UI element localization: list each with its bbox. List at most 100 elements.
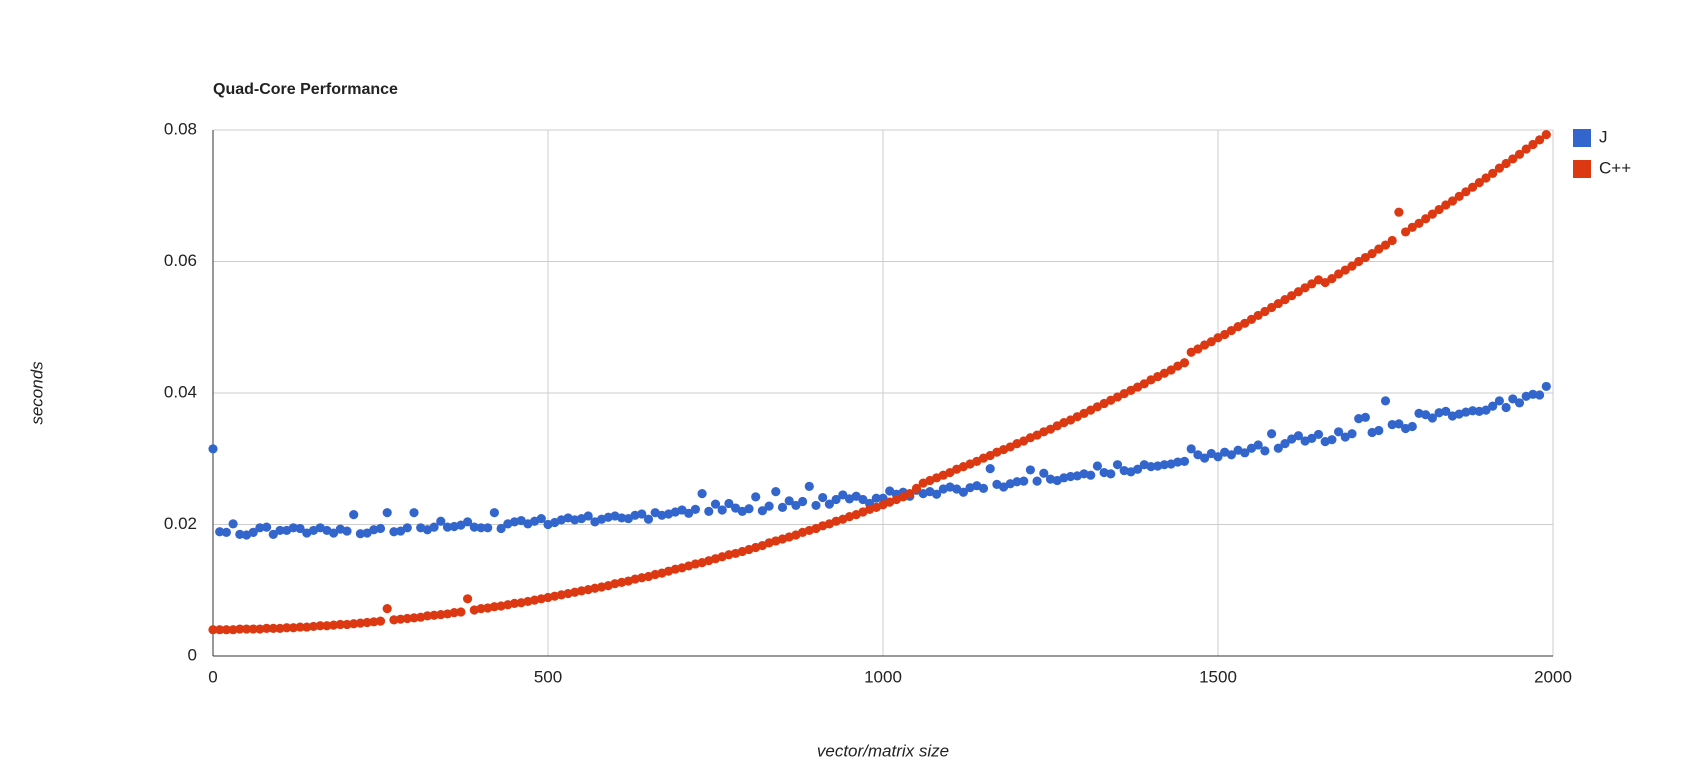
point <box>402 613 412 624</box>
point <box>536 513 546 524</box>
point <box>248 624 258 634</box>
point <box>349 619 359 629</box>
point <box>1514 149 1525 159</box>
point <box>1260 306 1270 317</box>
point <box>1139 379 1149 389</box>
point <box>1347 429 1357 439</box>
point <box>1380 240 1391 250</box>
point <box>1267 429 1277 439</box>
point <box>436 516 446 526</box>
x-tick-label: 500 <box>534 667 562 686</box>
point <box>1508 154 1518 164</box>
point <box>1253 310 1263 321</box>
point <box>476 604 486 614</box>
point <box>751 492 761 502</box>
point <box>1354 256 1364 267</box>
point <box>1226 450 1236 460</box>
point <box>489 602 499 612</box>
point <box>1307 433 1317 443</box>
point <box>1226 325 1236 336</box>
point <box>1307 279 1317 289</box>
point <box>342 619 352 630</box>
point <box>221 527 231 537</box>
point <box>1541 381 1551 392</box>
point <box>643 514 654 524</box>
y-tick-label: 0.06 <box>164 251 197 270</box>
point <box>362 617 372 628</box>
point <box>1086 470 1096 480</box>
point <box>302 622 312 632</box>
point <box>442 522 453 532</box>
point <box>858 494 868 505</box>
point <box>1019 476 1029 486</box>
point <box>1213 452 1223 462</box>
point <box>483 523 493 533</box>
point <box>1441 406 1451 417</box>
point <box>389 615 399 625</box>
point <box>221 625 231 635</box>
point <box>1193 344 1203 354</box>
point <box>804 481 814 491</box>
point <box>583 511 593 521</box>
point <box>1468 406 1478 416</box>
point <box>322 621 332 631</box>
point <box>402 523 412 533</box>
point <box>724 498 734 509</box>
point <box>1414 218 1424 228</box>
point <box>1394 207 1404 217</box>
point <box>1528 139 1538 150</box>
point <box>1427 209 1437 219</box>
legend-label: C++ <box>1599 158 1631 177</box>
point <box>905 488 915 499</box>
point <box>1327 435 1337 445</box>
point <box>1327 273 1337 284</box>
point <box>1106 469 1116 479</box>
point <box>1012 477 1022 487</box>
point <box>710 499 721 509</box>
point <box>429 610 439 620</box>
point <box>1300 283 1310 293</box>
point <box>1454 191 1464 202</box>
point <box>1374 244 1384 254</box>
point <box>1535 135 1545 145</box>
point <box>1280 295 1290 305</box>
y-tick-label: 0.04 <box>164 382 197 401</box>
point <box>1240 448 1250 458</box>
point <box>1159 460 1169 470</box>
point <box>389 527 399 537</box>
point <box>1360 252 1370 263</box>
point <box>1179 456 1190 466</box>
point <box>1273 298 1283 309</box>
point <box>824 499 835 509</box>
point <box>791 500 801 511</box>
point <box>355 529 365 539</box>
y-axis-title: seconds <box>27 361 46 425</box>
point <box>268 623 278 633</box>
point <box>1334 269 1344 279</box>
point <box>436 609 446 620</box>
point <box>429 522 439 532</box>
point <box>255 624 265 634</box>
point <box>637 509 647 519</box>
point <box>1206 337 1216 347</box>
point <box>262 522 272 532</box>
point <box>1133 464 1143 474</box>
point <box>958 487 969 497</box>
point <box>1092 461 1102 471</box>
point <box>1488 168 1498 178</box>
point <box>456 607 466 617</box>
point <box>871 493 881 503</box>
point <box>764 501 774 511</box>
point <box>1293 431 1303 441</box>
point <box>349 510 359 520</box>
point <box>818 492 828 503</box>
point <box>1387 419 1397 430</box>
point <box>1427 413 1437 423</box>
x-tick-label: 0 <box>208 667 217 686</box>
point <box>777 502 788 513</box>
point <box>717 505 727 515</box>
point <box>288 523 298 533</box>
y-tick-label: 0.08 <box>164 119 197 138</box>
point <box>208 625 218 635</box>
point <box>1541 130 1551 140</box>
